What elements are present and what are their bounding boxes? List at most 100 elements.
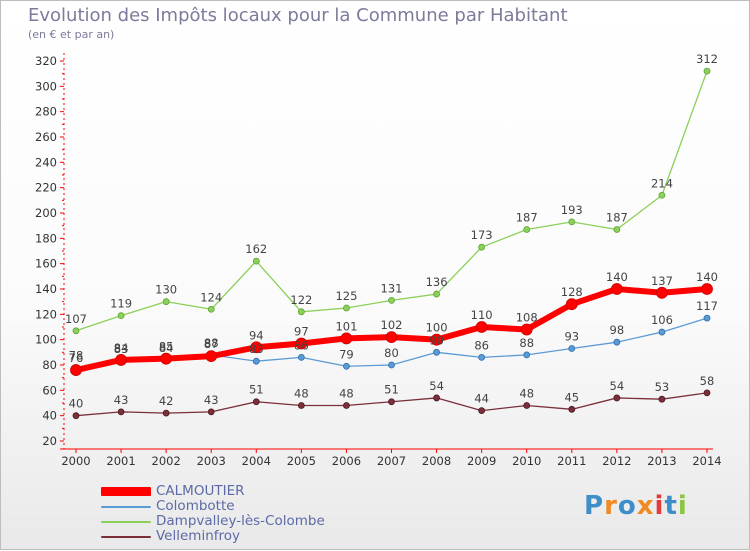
y-tick-label: 140: [35, 282, 57, 296]
x-tick-label: 2011: [557, 454, 586, 468]
data-label-calmoutier: 100: [426, 321, 448, 335]
data-label-calmoutier: 76: [69, 351, 84, 365]
legend-label: Colombotte: [156, 498, 235, 514]
data-label-dampvalley-l-s-colombe: 136: [426, 275, 448, 289]
y-tick-label: 280: [35, 105, 57, 119]
data-point-velleminfroy: [523, 402, 531, 409]
legend-swatch: [101, 487, 151, 496]
data-point-colombotte: [523, 351, 531, 359]
data-point-calmoutier: [610, 283, 623, 295]
data-point-dampvalley-l-s-colombe: [388, 296, 395, 304]
x-tick-label: 2009: [467, 454, 496, 468]
data-label-velleminfroy: 53: [655, 380, 670, 394]
data-point-velleminfroy: [297, 402, 305, 409]
data-point-colombotte: [703, 314, 711, 322]
y-tick-label: 180: [35, 231, 57, 245]
data-point-calmoutier: [160, 352, 173, 365]
data-label-dampvalley-l-s-colombe: 193: [561, 203, 583, 217]
data-point-velleminfroy: [568, 405, 576, 413]
data-point-calmoutier: [520, 323, 533, 336]
data-label-calmoutier: 84: [114, 341, 129, 355]
data-label-colombotte: 93: [564, 330, 579, 344]
data-label-calmoutier: 108: [516, 311, 538, 325]
logo-letter: i: [654, 491, 665, 521]
data-point-calmoutier: [250, 341, 263, 354]
data-label-dampvalley-l-s-colombe: 107: [65, 312, 87, 326]
data-point-colombotte: [658, 328, 666, 336]
x-tick-label: 2004: [242, 454, 271, 468]
data-label-velleminfroy: 54: [429, 379, 444, 393]
data-label-colombotte: 88: [204, 336, 219, 350]
data-label-velleminfroy: 48: [519, 387, 534, 401]
data-label-dampvalley-l-s-colombe: 124: [200, 290, 222, 304]
y-tick-label: 100: [35, 333, 57, 347]
data-point-colombotte: [613, 338, 621, 346]
data-label-calmoutier: 102: [381, 318, 403, 332]
data-point-colombotte: [433, 348, 440, 356]
data-label-dampvalley-l-s-colombe: 130: [155, 283, 177, 297]
data-point-velleminfroy: [613, 394, 621, 402]
x-tick-label: 2013: [647, 454, 676, 468]
chart-title: Evolution des Impôts locaux pour la Comm…: [28, 5, 568, 26]
logo-letter: t: [664, 491, 678, 521]
data-label-velleminfroy: 54: [610, 379, 625, 393]
data-label-velleminfroy: 48: [339, 387, 354, 401]
data-point-dampvalley-l-s-colombe: [117, 312, 125, 320]
data-label-calmoutier: 97: [294, 324, 309, 338]
data-label-calmoutier: 87: [204, 337, 219, 351]
data-point-calmoutier: [701, 283, 713, 295]
data-label-velleminfroy: 44: [474, 392, 489, 406]
data-point-dampvalley-l-s-colombe: [252, 257, 260, 265]
data-label-calmoutier: 94: [249, 328, 264, 342]
x-tick-label: 2012: [602, 454, 631, 468]
x-tick-label: 2006: [332, 454, 361, 468]
data-point-dampvalley-l-s-colombe: [207, 305, 215, 313]
data-label-dampvalley-l-s-colombe: 162: [245, 242, 267, 256]
data-label-calmoutier: 101: [335, 319, 357, 333]
data-label-calmoutier: 140: [606, 270, 628, 284]
data-label-dampvalley-l-s-colombe: 187: [606, 210, 628, 224]
legend-label: CALMOUTIER: [156, 483, 245, 499]
data-point-colombotte: [568, 345, 576, 352]
data-label-dampvalley-l-s-colombe: 173: [471, 228, 493, 242]
logo-letter: x: [636, 491, 655, 521]
y-tick-label: 200: [35, 206, 57, 220]
y-tick-label: 240: [35, 155, 57, 169]
data-label-calmoutier: 137: [651, 274, 673, 288]
data-label-colombotte: 78: [69, 349, 84, 363]
data-label-calmoutier: 110: [471, 308, 493, 322]
legend-swatch: [101, 536, 151, 538]
legend-label: Dampvalley-lès-Colombe: [156, 513, 325, 529]
data-point-dampvalley-l-s-colombe: [72, 327, 80, 335]
data-point-dampvalley-l-s-colombe: [523, 226, 531, 233]
data-label-colombotte: 88: [519, 336, 534, 350]
data-point-calmoutier: [385, 331, 398, 344]
x-tick-label: 2008: [422, 454, 451, 468]
data-point-velleminfroy: [252, 398, 260, 406]
data-label-velleminfroy: 48: [294, 387, 309, 401]
x-tick-label: 2003: [197, 454, 226, 468]
y-tick-label: 40: [42, 409, 57, 423]
data-label-velleminfroy: 51: [249, 383, 264, 397]
data-label-colombotte: 86: [474, 338, 489, 352]
proxiti-logo: Proxiti: [584, 491, 688, 521]
data-point-calmoutier: [115, 354, 127, 366]
legend-label: Velleminfroy: [156, 528, 241, 544]
data-point-dampvalley-l-s-colombe: [162, 298, 170, 306]
data-label-velleminfroy: 43: [204, 393, 219, 407]
data-label-colombotte: 86: [294, 338, 309, 352]
data-label-dampvalley-l-s-colombe: 125: [335, 289, 357, 303]
y-tick-label: 260: [35, 130, 57, 144]
data-label-velleminfroy: 43: [114, 393, 129, 407]
logo-letter: P: [584, 491, 605, 521]
y-tick-label: 300: [35, 79, 57, 93]
data-point-calmoutier: [656, 286, 668, 299]
data-point-colombotte: [343, 362, 350, 370]
data-point-dampvalley-l-s-colombe: [297, 308, 305, 316]
x-tick-label: 2001: [106, 454, 135, 468]
data-point-calmoutier: [430, 333, 443, 346]
data-point-calmoutier: [295, 337, 308, 350]
legend-swatch: [101, 506, 151, 508]
data-label-colombotte: 98: [610, 323, 625, 337]
